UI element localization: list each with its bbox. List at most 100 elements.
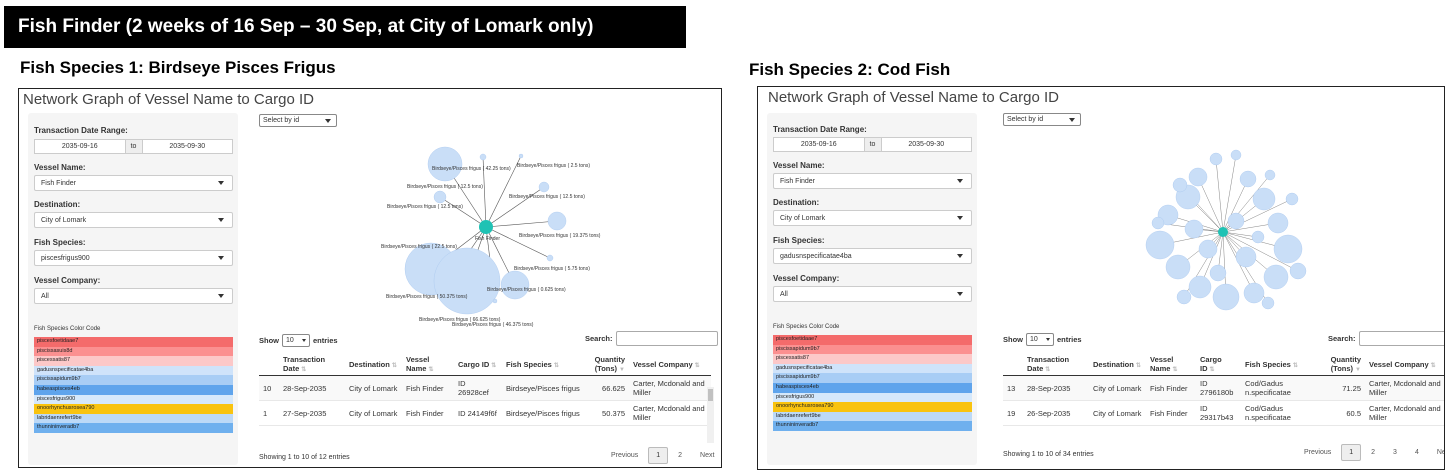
entries-per-page-select[interactable]: 10 — [1026, 333, 1054, 346]
col-header-date[interactable]: Transaction Date ⇅ — [279, 353, 345, 376]
graph-node[interactable] — [1176, 289, 1192, 305]
legend-item: piscessatis87 — [34, 356, 233, 366]
page-button-1[interactable]: 1 — [648, 447, 669, 464]
graph-node[interactable] — [1151, 216, 1165, 230]
destination-select[interactable]: City of Lomark — [34, 212, 233, 228]
graph-node[interactable] — [433, 190, 447, 204]
graph-node[interactable] — [500, 270, 530, 300]
vessel-company-select[interactable]: All — [34, 288, 233, 304]
table-row[interactable]: 1 27-Sep-2035 City of Lomark Fish Finder… — [259, 400, 711, 426]
col-header-cargo[interactable]: Cargo ID ⇅ — [454, 353, 502, 376]
graph-node[interactable] — [1264, 169, 1276, 181]
sort-icon: ⇅ — [1430, 362, 1436, 369]
col-header-species[interactable]: Fish Species ⇅ — [502, 353, 584, 376]
previous-page-button[interactable]: Previous — [1304, 449, 1332, 456]
graph-node[interactable] — [1209, 264, 1227, 282]
next-page-button[interactable]: Next — [700, 452, 715, 459]
col-header-company[interactable]: Vessel Company ⇅ — [1365, 353, 1444, 376]
network-graph[interactable] — [1128, 137, 1318, 327]
col-header-quantity[interactable]: Quantity (Tons) ▼ — [1319, 353, 1365, 376]
vessel-name-label: Vessel Name: — [773, 161, 825, 170]
graph-node[interactable] — [1261, 296, 1275, 310]
graph-node[interactable] — [1172, 177, 1188, 193]
next-page-button[interactable]: Ne — [1436, 449, 1445, 456]
graph-node[interactable] — [1209, 152, 1223, 166]
graph-node[interactable] — [1263, 264, 1289, 290]
table-row[interactable]: 13 28-Sep-2035 City of Lomark Fish Finde… — [1003, 375, 1444, 401]
date-from-input[interactable]: 2035-09-16 — [773, 137, 865, 152]
page-button-2[interactable]: 2 — [1371, 449, 1376, 456]
graph-node[interactable] — [492, 298, 498, 304]
table-scrollbar[interactable] — [707, 387, 714, 443]
graph-node[interactable] — [1145, 230, 1175, 260]
vessel-company-select[interactable]: All — [773, 286, 972, 302]
section-title-species-2: Fish Species 2: Cod Fish — [749, 60, 951, 79]
graph-node[interactable] — [1239, 170, 1257, 188]
entries-per-page-select[interactable]: 10 — [282, 334, 310, 347]
graph-node[interactable] — [1273, 234, 1303, 264]
fish-species-select[interactable]: piscesfrigus900 — [34, 250, 233, 266]
graph-node[interactable] — [546, 254, 554, 262]
table-row[interactable]: 19 26-Sep-2035 City of Lomark Fish Finde… — [1003, 400, 1444, 426]
select-by-id-dropdown[interactable]: Select by id — [1003, 113, 1081, 126]
search-input[interactable] — [1358, 331, 1444, 346]
graph-label: Birdseye/Pisces frigus ( 42.25 tons) — [432, 166, 511, 172]
graph-node[interactable] — [1285, 192, 1299, 206]
col-header-vessel[interactable]: Vessel Name ⇅ — [1146, 353, 1196, 376]
col-header-destination[interactable]: Destination ⇅ — [1089, 353, 1146, 376]
graph-node[interactable] — [1251, 230, 1265, 244]
graph-node[interactable] — [479, 153, 487, 161]
graph-node[interactable] — [538, 181, 550, 193]
select-by-id-dropdown[interactable]: Select by id — [259, 114, 337, 127]
graph-node[interactable] — [433, 247, 501, 315]
graph-node[interactable] — [1165, 254, 1191, 280]
graph-node[interactable] — [1227, 212, 1245, 230]
graph-node[interactable] — [1198, 239, 1218, 259]
graph-node[interactable] — [1252, 187, 1276, 211]
graph-node[interactable] — [1184, 219, 1204, 239]
col-header-quantity[interactable]: Quantity (Tons) ▼ — [584, 353, 629, 376]
date-to-input[interactable]: 2035-09-30 — [141, 139, 233, 154]
col-header-index[interactable] — [1003, 353, 1023, 376]
graph-node[interactable] — [518, 153, 524, 159]
col-header-destination[interactable]: Destination ⇅ — [345, 353, 402, 376]
scrollbar-thumb[interactable] — [708, 389, 713, 401]
graph-node[interactable] — [1188, 275, 1212, 299]
col-header-vessel[interactable]: Vessel Name ⇅ — [402, 353, 454, 376]
cell-vessel: Fish Finder — [402, 375, 454, 401]
graph-node[interactable] — [1289, 262, 1307, 280]
page-button-1[interactable]: 1 — [1341, 444, 1362, 461]
graph-node[interactable] — [1243, 282, 1265, 304]
vessel-node[interactable] — [1218, 227, 1228, 237]
fish-species-select[interactable]: gadusnspecificatae4ba — [773, 248, 972, 264]
search-input[interactable] — [615, 331, 718, 346]
graph-node[interactable] — [1230, 149, 1242, 161]
graph-node[interactable] — [1267, 212, 1289, 234]
previous-page-button[interactable]: Previous — [611, 452, 639, 459]
page-button-2[interactable]: 2 — [678, 452, 683, 459]
col-header-company[interactable]: Vessel Company ⇅ — [629, 353, 711, 376]
page-button-3[interactable]: 3 — [1393, 449, 1397, 456]
date-to-input[interactable]: 2035-09-30 — [880, 137, 972, 152]
destination-select[interactable]: City of Lomark — [773, 210, 972, 226]
graph-node[interactable] — [1235, 246, 1257, 268]
graph-node[interactable] — [427, 146, 463, 182]
col-header-date[interactable]: Transaction Date ⇅ — [1023, 353, 1089, 376]
col-header-cargo[interactable]: Cargo ID ⇅ — [1196, 353, 1241, 376]
sort-icon: ⇅ — [301, 367, 307, 373]
col-header-index[interactable] — [259, 353, 279, 376]
cell-quantity: 71.25 — [1319, 375, 1365, 401]
graph-node[interactable] — [547, 211, 567, 231]
date-from-input[interactable]: 2035-09-16 — [34, 139, 126, 154]
graph-node[interactable] — [1188, 167, 1208, 187]
page-button-4[interactable]: 4 — [1414, 449, 1419, 456]
sort-icon: ⇅ — [1209, 367, 1215, 373]
cell-destination: City of Lomark — [345, 375, 402, 401]
table-row[interactable]: 10 28-Sep-2035 City of Lomark Fish Finde… — [259, 375, 711, 401]
network-graph[interactable]: Birdseye/Pisces frigus ( 2.5 tons) Birds… — [359, 139, 609, 329]
vessel-name-select[interactable]: Fish Finder — [773, 173, 972, 189]
col-header-species[interactable]: Fish Species ⇅ — [1241, 353, 1319, 376]
vessel-node[interactable] — [479, 220, 493, 234]
graph-node[interactable] — [1212, 283, 1240, 311]
vessel-name-select[interactable]: Fish Finder — [34, 175, 233, 191]
